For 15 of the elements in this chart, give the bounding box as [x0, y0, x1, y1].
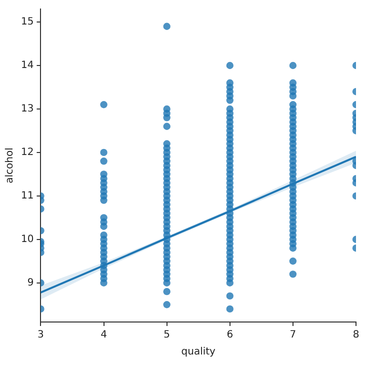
y-tick-label: 15: [20, 16, 34, 28]
x-tick-label: 3: [38, 330, 44, 341]
y-tick-label: 9: [27, 277, 34, 288]
x-tick-label: 8: [352, 330, 360, 341]
y-tick-label: 13: [20, 104, 34, 115]
x-tick-label: 5: [164, 330, 170, 341]
y-tick-label: 11: [20, 190, 34, 202]
x-tick-label: 7: [290, 330, 296, 341]
y-tick-label: 14: [20, 60, 34, 72]
x-axis-title: quality: [181, 346, 216, 358]
y-tick-label: 10: [20, 234, 34, 245]
y-tick-label: 12: [20, 147, 34, 158]
x-tick-label: 4: [100, 330, 107, 341]
x-tick-label: 6: [226, 330, 234, 341]
y-axis-title: alcohol: [4, 148, 16, 184]
